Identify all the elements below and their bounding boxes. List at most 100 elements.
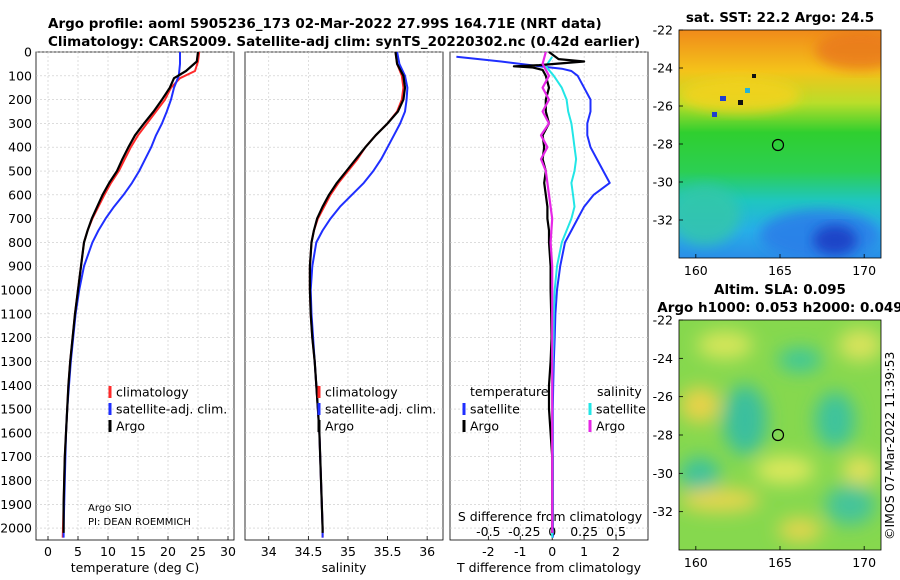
diff-legend-label: satellite xyxy=(470,402,520,417)
temperature-x-tick-label: 25 xyxy=(190,544,206,559)
salinity-x-tick-label: 34 xyxy=(261,544,277,559)
diff-legend-label: Argo xyxy=(470,419,499,434)
s-diff-tick-label: 0.5 xyxy=(606,524,626,539)
sla-map-title-line2: Argo h1000: 0.053 h2000: 0.049 xyxy=(657,300,900,316)
sla-map-title-line1: Altim. SLA: 0.095 xyxy=(714,282,846,298)
y-tick-label: 1200 xyxy=(0,330,32,345)
map-y-tick-label: -24 xyxy=(653,351,673,366)
y-tick-label: 1000 xyxy=(0,283,32,298)
difference-series-temperature-argo xyxy=(512,51,586,533)
temperature-legend-label: satellite-adj. clim. xyxy=(116,402,227,417)
temperature-axes-frame xyxy=(35,51,235,541)
y-tick-label: 1900 xyxy=(0,497,32,512)
difference-profile-panel: -2 -1 0 1 2-0.5 -0.25 0 0.25 0.5S difference fro… xyxy=(449,51,649,575)
sst-cold-core xyxy=(813,225,857,255)
legend-header-temperature: temperature xyxy=(470,384,549,399)
temperature-legend-label: climatology xyxy=(116,385,189,400)
map-y-tick-label: -24 xyxy=(653,61,673,76)
temperature-x-tick-label: 5 xyxy=(74,544,82,559)
map-x-tick-label: 170 xyxy=(852,263,876,278)
map-y-tick-label: -22 xyxy=(653,23,673,38)
temperature-series-argo xyxy=(62,51,200,533)
map-x-tick-label: 165 xyxy=(768,555,792,570)
y-tick-label: 400 xyxy=(8,140,32,155)
y-tick-label: 600 xyxy=(8,187,32,202)
sst-hot-patch xyxy=(815,30,881,70)
map-y-tick-label: -26 xyxy=(653,99,673,114)
y-tick-label: 300 xyxy=(8,116,32,131)
difference-x-tick-label: -2 xyxy=(482,544,494,559)
temperature-legend-label: Argo xyxy=(116,419,145,434)
timestamp-label: ©IMOS 07-Mar-2022 11:39:53 xyxy=(882,352,897,540)
difference-series-salinity-argo xyxy=(539,51,554,533)
salinity-x-axis-label: salinity xyxy=(322,560,367,575)
figure-title-line1: Argo profile: aoml 5905236_173 02-Mar-20… xyxy=(48,16,602,32)
difference-x-tick-label: 1 xyxy=(580,544,588,559)
y-tick-label: 1100 xyxy=(0,306,32,321)
sst-pixel-cyan xyxy=(745,88,750,93)
legend-header-salinity: salinity xyxy=(597,384,642,399)
map-y-tick-label: -30 xyxy=(653,466,673,481)
map-x-tick-label: 170 xyxy=(852,555,876,570)
y-tick-label: 1700 xyxy=(0,449,32,464)
salinity-axes-frame xyxy=(244,51,444,541)
map-y-tick-label: -22 xyxy=(653,313,673,328)
y-tick-label: 900 xyxy=(8,259,32,274)
s-diff-tick-label: 0.25 xyxy=(570,524,598,539)
sst-map-title: sat. SST: 22.2 Argo: 24.5 xyxy=(686,10,874,26)
map-y-tick-label: -32 xyxy=(653,504,673,519)
temperature-x-axis-label: temperature (deg C) xyxy=(71,560,200,575)
sla-anomaly-blobs xyxy=(680,329,881,542)
difference-x-axis-label: T difference from climatology xyxy=(456,560,642,575)
y-tick-label: 200 xyxy=(8,92,32,107)
salinity-x-tick-label: 35 xyxy=(340,544,356,559)
salinity-series-argo xyxy=(308,51,407,533)
s-diff-tick-label: -0.5 xyxy=(476,524,500,539)
salinity-legend-label: satellite-adj. clim. xyxy=(325,402,436,417)
sst-map-panel: sat. SST: 22.2 Argo: 24.5 160 165 170 -22 -2… xyxy=(653,10,882,279)
y-tick-label: 0 xyxy=(24,45,32,60)
map-x-tick-label: 160 xyxy=(684,263,708,278)
map-y-tick-label: -26 xyxy=(653,389,673,404)
sst-warm-band xyxy=(680,77,800,113)
sst-pixel-cold xyxy=(720,96,726,101)
sst-cyan-patch xyxy=(679,185,740,245)
map-x-tick-label: 160 xyxy=(684,555,708,570)
y-tick-label: 1400 xyxy=(0,378,32,393)
y-tick-label: 1800 xyxy=(0,473,32,488)
salinity-x-tick-label: 35.5 xyxy=(374,544,402,559)
sla-map-ticks: 160 165 170 -22 -24 -26 -28 -30 -32 xyxy=(653,313,877,571)
map-y-tick-label: -28 xyxy=(653,137,673,152)
salinity-x-tick-label: 34.5 xyxy=(294,544,322,559)
y-tick-label: 2000 xyxy=(0,521,32,536)
difference-x-tick-label: -1 xyxy=(514,544,526,559)
difference-axes-frame xyxy=(449,51,649,541)
s-diff-tick-label: -0.25 xyxy=(508,524,540,539)
credit-line2: PI: DEAN ROEMMICH xyxy=(88,517,191,528)
salinity-legend-label: Argo xyxy=(325,419,354,434)
y-tick-label: 1500 xyxy=(0,402,32,417)
sla-float-marker xyxy=(771,428,785,442)
map-y-tick-label: -30 xyxy=(653,175,673,190)
credit-line1: Argo SIO xyxy=(88,503,132,514)
temperature-profile-panel: 0100200300400500600700800900100011001200… xyxy=(0,45,236,576)
sst-float-marker xyxy=(771,138,785,152)
y-tick-label: 800 xyxy=(8,235,32,250)
sst-map-ticks: 160 165 170 -22 -24 -26 -28 -30 -32 xyxy=(653,23,877,279)
s-diff-axis-label: S difference from climatology xyxy=(458,509,643,524)
temperature-x-tick-label: 0 xyxy=(44,544,52,559)
temperature-x-tick-label: 10 xyxy=(100,544,116,559)
temperature-x-tick-label: 30 xyxy=(220,544,236,559)
y-tick-label: 1300 xyxy=(0,354,32,369)
difference-x-tick-label: 2 xyxy=(612,544,620,559)
diff-legend-label: Argo xyxy=(596,419,625,434)
diff-legend-label: satellite xyxy=(596,402,646,417)
map-x-tick-label: 165 xyxy=(768,263,792,278)
temperature-x-tick-label: 15 xyxy=(130,544,146,559)
map-y-tick-label: -32 xyxy=(653,213,673,228)
salinity-x-tick-label: 36 xyxy=(419,544,435,559)
y-tick-label: 1600 xyxy=(0,425,32,440)
sst-pixel-missing xyxy=(752,74,756,78)
sla-map-panel: Altim. SLA: 0.095 Argo h1000: 0.053 h200… xyxy=(653,282,900,570)
